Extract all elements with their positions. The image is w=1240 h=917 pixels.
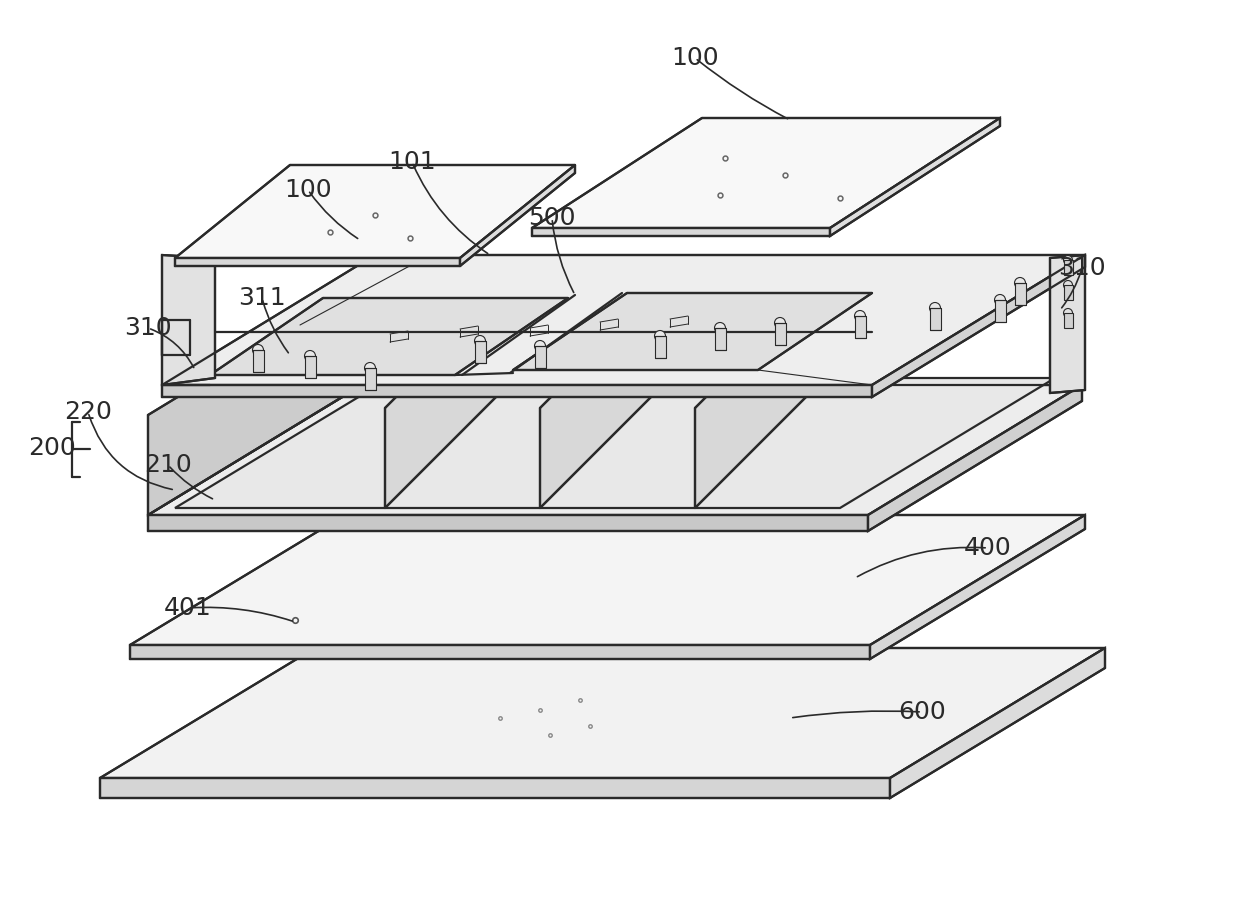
Polygon shape — [830, 118, 999, 236]
Circle shape — [775, 317, 785, 328]
Circle shape — [475, 336, 486, 347]
Text: 310: 310 — [124, 316, 172, 340]
Text: 600: 600 — [898, 700, 946, 724]
Text: 220: 220 — [64, 400, 112, 424]
Polygon shape — [872, 255, 1085, 397]
Polygon shape — [890, 648, 1105, 798]
Text: 401: 401 — [164, 596, 212, 620]
Polygon shape — [930, 308, 940, 330]
Circle shape — [714, 323, 725, 334]
Polygon shape — [175, 378, 1055, 508]
Circle shape — [994, 294, 1006, 305]
Polygon shape — [100, 648, 1105, 778]
Circle shape — [854, 311, 866, 322]
Polygon shape — [870, 515, 1085, 659]
Circle shape — [1014, 278, 1025, 289]
Polygon shape — [100, 778, 890, 798]
Polygon shape — [460, 165, 575, 266]
Circle shape — [253, 345, 264, 356]
Circle shape — [305, 350, 315, 361]
Polygon shape — [175, 165, 575, 258]
Text: 200: 200 — [29, 436, 76, 460]
Polygon shape — [365, 368, 376, 390]
Text: 101: 101 — [388, 150, 435, 174]
Polygon shape — [714, 328, 725, 350]
Polygon shape — [162, 255, 1085, 385]
Polygon shape — [253, 350, 264, 372]
Polygon shape — [148, 515, 868, 531]
Polygon shape — [1064, 285, 1073, 300]
Polygon shape — [384, 278, 515, 508]
Polygon shape — [994, 300, 1006, 322]
Text: 310: 310 — [1058, 256, 1106, 280]
Polygon shape — [532, 118, 999, 228]
Polygon shape — [162, 255, 215, 385]
Polygon shape — [655, 336, 666, 358]
Polygon shape — [513, 293, 872, 370]
Circle shape — [1064, 256, 1073, 264]
Polygon shape — [775, 323, 785, 345]
Circle shape — [1064, 281, 1073, 290]
Polygon shape — [162, 385, 872, 397]
Polygon shape — [210, 298, 568, 375]
Polygon shape — [1014, 283, 1025, 305]
Circle shape — [365, 362, 376, 373]
Polygon shape — [475, 341, 486, 363]
Text: 100: 100 — [284, 178, 332, 202]
Polygon shape — [130, 515, 1085, 645]
Polygon shape — [1064, 313, 1073, 328]
Polygon shape — [534, 346, 546, 368]
Polygon shape — [162, 320, 190, 355]
Text: 500: 500 — [528, 206, 575, 230]
Polygon shape — [175, 258, 460, 266]
Polygon shape — [539, 278, 670, 508]
Polygon shape — [854, 316, 866, 338]
Text: 210: 210 — [144, 453, 192, 477]
Polygon shape — [1050, 255, 1085, 393]
Polygon shape — [130, 645, 870, 659]
Polygon shape — [1064, 260, 1073, 275]
Text: 311: 311 — [238, 286, 285, 310]
Polygon shape — [532, 228, 830, 236]
Polygon shape — [148, 285, 362, 515]
Polygon shape — [148, 385, 1083, 515]
Circle shape — [1064, 308, 1073, 317]
Circle shape — [655, 330, 666, 341]
Circle shape — [930, 303, 940, 314]
Text: 400: 400 — [965, 536, 1012, 560]
Polygon shape — [868, 385, 1083, 531]
Polygon shape — [694, 278, 825, 508]
Text: 100: 100 — [671, 46, 719, 70]
Circle shape — [534, 340, 546, 351]
Polygon shape — [305, 356, 315, 378]
